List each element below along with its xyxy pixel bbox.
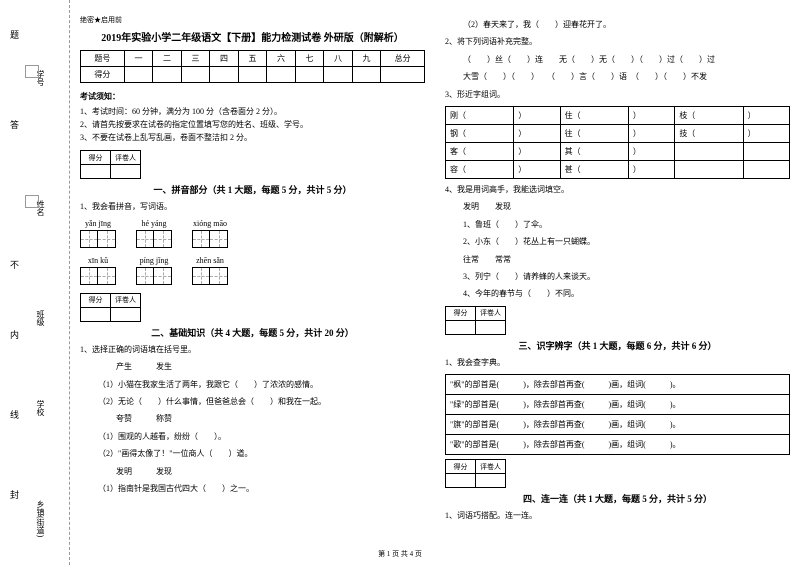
pg-2: hé yáng	[136, 219, 172, 248]
q2-1-l5: （1）指南针是我国古代四大（ ）之一。	[80, 482, 425, 496]
py-4: xīn kǔ	[88, 256, 108, 265]
q4-head: 4、我是用词高手，我能选词填空。	[445, 183, 790, 197]
score-h4: 四	[210, 51, 239, 67]
q2-1-l1: （1）小猫在我家生活了两年，我跟它（ ）了浓浓的感情。	[80, 378, 425, 392]
py-1: yǎn jīng	[85, 219, 111, 228]
score-h0: 题号	[81, 51, 125, 67]
pg-5: píng jǐng	[136, 256, 172, 285]
score-h10: 总分	[381, 51, 425, 67]
q4-l3: 3、列宁（ ）请养蜂的人来谈天。	[445, 270, 790, 284]
score-h7: 七	[295, 51, 324, 67]
left-column: 绝密★启用前 2019年实验小学二年级语文【下册】能力检测试卷 外研版（附解析）…	[80, 15, 425, 526]
s1-q1: 1、我会看拼音，写词语。	[80, 200, 425, 214]
py-6: zhēn sǎn	[196, 256, 224, 265]
q2-1-head: 1、选择正确的词语填在括号里。	[80, 343, 425, 357]
pinyin-row-1: yǎn jīng hé yáng xióng māo	[80, 219, 425, 248]
q2r-l1: （2）春天来了，我（ ）迎春花开了。	[445, 18, 790, 32]
margin-dash-2: 内	[8, 330, 21, 339]
name-box	[25, 195, 39, 208]
q2-1-l2: （2）无论（ ）什么事情，但爸爸总会（ ）和我在一起。	[80, 395, 425, 409]
section2-title: 二、基础知识（共 4 大题，每题 5 分，共计 20 分）	[80, 326, 425, 339]
score-h6: 六	[267, 51, 296, 67]
py-3: xióng māo	[193, 219, 227, 228]
rad-r0: "枫"的部首是( )，除去部首再查( )画，组词( )。	[446, 375, 790, 395]
score-h2: 二	[153, 51, 182, 67]
secret-label: 绝密★启用前	[80, 15, 425, 25]
section4-title: 四、连一连（共 1 大题，每题 5 分，共计 5 分）	[445, 492, 790, 505]
id-box	[25, 65, 39, 78]
section3-title: 三、识字辨字（共 1 大题，每题 6 分，共计 6 分）	[445, 339, 790, 352]
margin-dash-4: 答	[8, 120, 21, 129]
section2-score: 得分评卷人	[80, 293, 141, 322]
score-table: 题号 一 二 三 四 五 六 七 八 九 总分 得分	[80, 50, 425, 83]
q4-opts: 发明 发现	[445, 200, 790, 214]
ss-h0: 得分	[81, 151, 111, 165]
q2-1-l3: （1）围观的人越看，纷纷（ ）。	[80, 430, 425, 444]
pg-4: xīn kǔ	[80, 256, 116, 285]
right-column: （2）春天来了，我（ ）迎春花开了。 2、将下列词语补充完整。 （ ）丝（ ）连…	[445, 15, 790, 526]
rad-r1: "绿"的部首是( )，除去部首再查( )画，组词( )。	[446, 395, 790, 415]
exam-title: 2019年实验小学二年级语文【下册】能力检测试卷 外研版（附解析）	[80, 29, 425, 44]
score-h8: 八	[324, 51, 353, 67]
margin-label-class: 班级	[35, 310, 46, 326]
q2r-head3: 3、形近字组词。	[445, 88, 790, 102]
notice-2: 2、请首先按要求在试卷的指定位置填写您的姓名、班级、学号。	[80, 119, 425, 132]
notice-head: 考试须知：	[80, 91, 425, 102]
margin-dash-5: 题	[8, 30, 21, 39]
margin-dash-0: 封	[8, 490, 21, 499]
score-h9: 九	[352, 51, 381, 67]
score-value-row: 得分	[81, 67, 425, 83]
q4-l1: 1、鲁班（ ）了伞。	[445, 218, 790, 232]
margin-label-township: 乡镇(街道)	[35, 500, 46, 537]
s3-q1: 1、我会查字典。	[445, 356, 790, 370]
notice-3: 3、不要在试卷上乱写乱画，卷面不整洁扣 2 分。	[80, 132, 425, 145]
s4-q1: 1、词语巧搭配。连一连。	[445, 509, 790, 523]
section4-score: 得分评卷人	[445, 459, 506, 488]
q2-1-l4: （2）"画得太像了！"一位商人（ ）道。	[80, 447, 425, 461]
q2-1-opts1: 夸赞 称赞	[80, 412, 425, 426]
q4-l4: 4、今年的春节与（ ）不同。	[445, 287, 790, 301]
margin-dash-1: 线	[8, 410, 21, 419]
py-2: hé yáng	[141, 219, 166, 228]
notice-list: 1、考试时间：60 分钟，满分为 100 分（含卷面分 2 分）。 2、请首先按…	[80, 106, 425, 144]
score-h3: 三	[181, 51, 210, 67]
page-footer: 第 1 页 共 4 页	[0, 549, 800, 559]
q2-1-opts: 产生 发生	[80, 360, 425, 374]
notice-1: 1、考试时间：60 分钟，满分为 100 分（含卷面分 2 分）。	[80, 106, 425, 119]
q2r-head2: 2、将下列词语补充完整。	[445, 35, 790, 49]
q2-1-opts2: 发明 发现	[80, 465, 425, 479]
pg-1: yǎn jīng	[80, 219, 116, 248]
score-row2: 得分	[81, 67, 125, 83]
rad-r3: "歌"的部首是( )，除去部首再查( )画，组词( )。	[446, 435, 790, 455]
margin-label-school: 学校	[35, 400, 46, 416]
q4-l2: 2、小东（ ）花丛上有一只蝴蝶。	[445, 235, 790, 249]
pg-3: xióng māo	[192, 219, 228, 248]
binding-margin: 乡镇(街道) 封 学校 线 班级 内 不 姓名 答 学号 题	[0, 0, 70, 565]
near-char-table: 刚（） 住（） 枝（） 钢（） 往（） 技（） 客（） 其（） 容（） 甚（）	[445, 106, 790, 179]
score-h5: 五	[238, 51, 267, 67]
section1-title: 一、拼音部分（共 1 大题，每题 5 分，共计 5 分）	[80, 183, 425, 196]
ss-h1: 评卷人	[111, 151, 141, 165]
pinyin-row-2: xīn kǔ píng jǐng zhēn sǎn	[80, 256, 425, 285]
rad-r2: "旗"的部首是( )，除去部首再查( )画，组词( )。	[446, 415, 790, 435]
margin-dash-3: 不	[8, 260, 21, 269]
q4-opts2: 往常 常常	[445, 253, 790, 267]
content-area: 绝密★启用前 2019年实验小学二年级语文【下册】能力检测试卷 外研版（附解析）…	[80, 15, 790, 526]
q2r-l2: （ ）丝（ ）连 无（ ）无（ ）（ ）过（ ）过	[445, 53, 790, 67]
score-header-row: 题号 一 二 三 四 五 六 七 八 九 总分	[81, 51, 425, 67]
radical-table: "枫"的部首是( )，除去部首再查( )画，组词( )。 "绿"的部首是( )，…	[445, 374, 790, 455]
py-5: píng jǐng	[140, 256, 169, 265]
score-h1: 一	[124, 51, 153, 67]
section1-score: 得分评卷人	[80, 150, 141, 179]
q2r-l3: 大雪（ ）（ ） （ ）言（ ）语 （ ）（ ）不发	[445, 70, 790, 84]
section3-score: 得分评卷人	[445, 306, 506, 335]
pg-6: zhēn sǎn	[192, 256, 228, 285]
